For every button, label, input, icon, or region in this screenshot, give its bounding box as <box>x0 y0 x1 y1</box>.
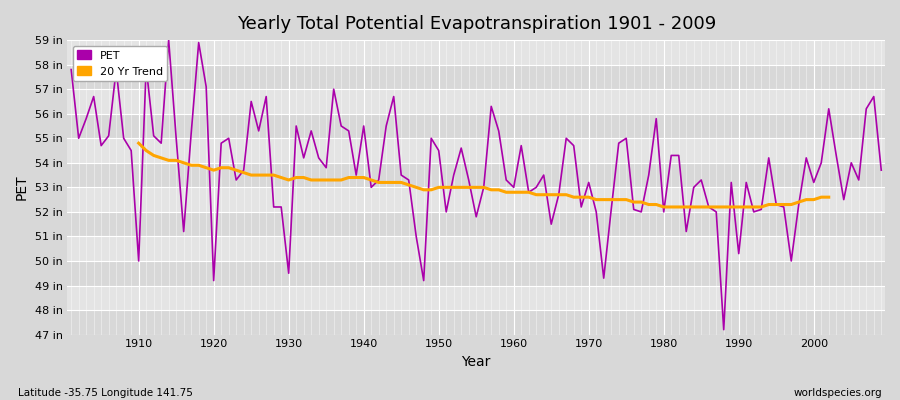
PET <box>343 128 354 133</box>
Text: Latitude -35.75 Longitude 141.75: Latitude -35.75 Longitude 141.75 <box>18 388 193 398</box>
20 Yr Trend <box>223 165 234 170</box>
20 Yr Trend <box>275 175 286 180</box>
X-axis label: Year: Year <box>462 355 490 369</box>
Bar <box>68 236 885 261</box>
Bar <box>68 89 885 114</box>
Bar <box>68 261 885 286</box>
Bar <box>68 65 885 89</box>
20 Yr Trend <box>688 204 699 209</box>
Bar <box>68 40 885 65</box>
Bar <box>68 212 885 236</box>
Bar <box>68 187 885 212</box>
PET <box>606 207 616 212</box>
PET <box>876 168 886 172</box>
Bar <box>68 286 885 310</box>
20 Yr Trend <box>824 195 834 200</box>
PET <box>516 143 526 148</box>
20 Yr Trend <box>246 173 256 178</box>
20 Yr Trend <box>133 141 144 146</box>
PET <box>126 148 137 153</box>
Bar <box>68 114 885 138</box>
PET <box>718 327 729 332</box>
Text: worldspecies.org: worldspecies.org <box>794 388 882 398</box>
20 Yr Trend <box>613 197 624 202</box>
Bar <box>68 163 885 187</box>
20 Yr Trend <box>658 204 669 209</box>
Line: PET: PET <box>71 40 881 330</box>
Bar <box>68 138 885 163</box>
PET <box>298 156 309 160</box>
Legend: PET, 20 Yr Trend: PET, 20 Yr Trend <box>73 46 167 81</box>
PET <box>508 185 519 190</box>
PET <box>66 67 77 72</box>
20 Yr Trend <box>478 185 489 190</box>
Y-axis label: PET: PET <box>15 174 29 200</box>
Bar <box>68 310 885 334</box>
Title: Yearly Total Potential Evapotranspiration 1901 - 2009: Yearly Total Potential Evapotranspiratio… <box>237 15 716 33</box>
PET <box>163 38 174 42</box>
Line: 20 Yr Trend: 20 Yr Trend <box>139 143 829 207</box>
